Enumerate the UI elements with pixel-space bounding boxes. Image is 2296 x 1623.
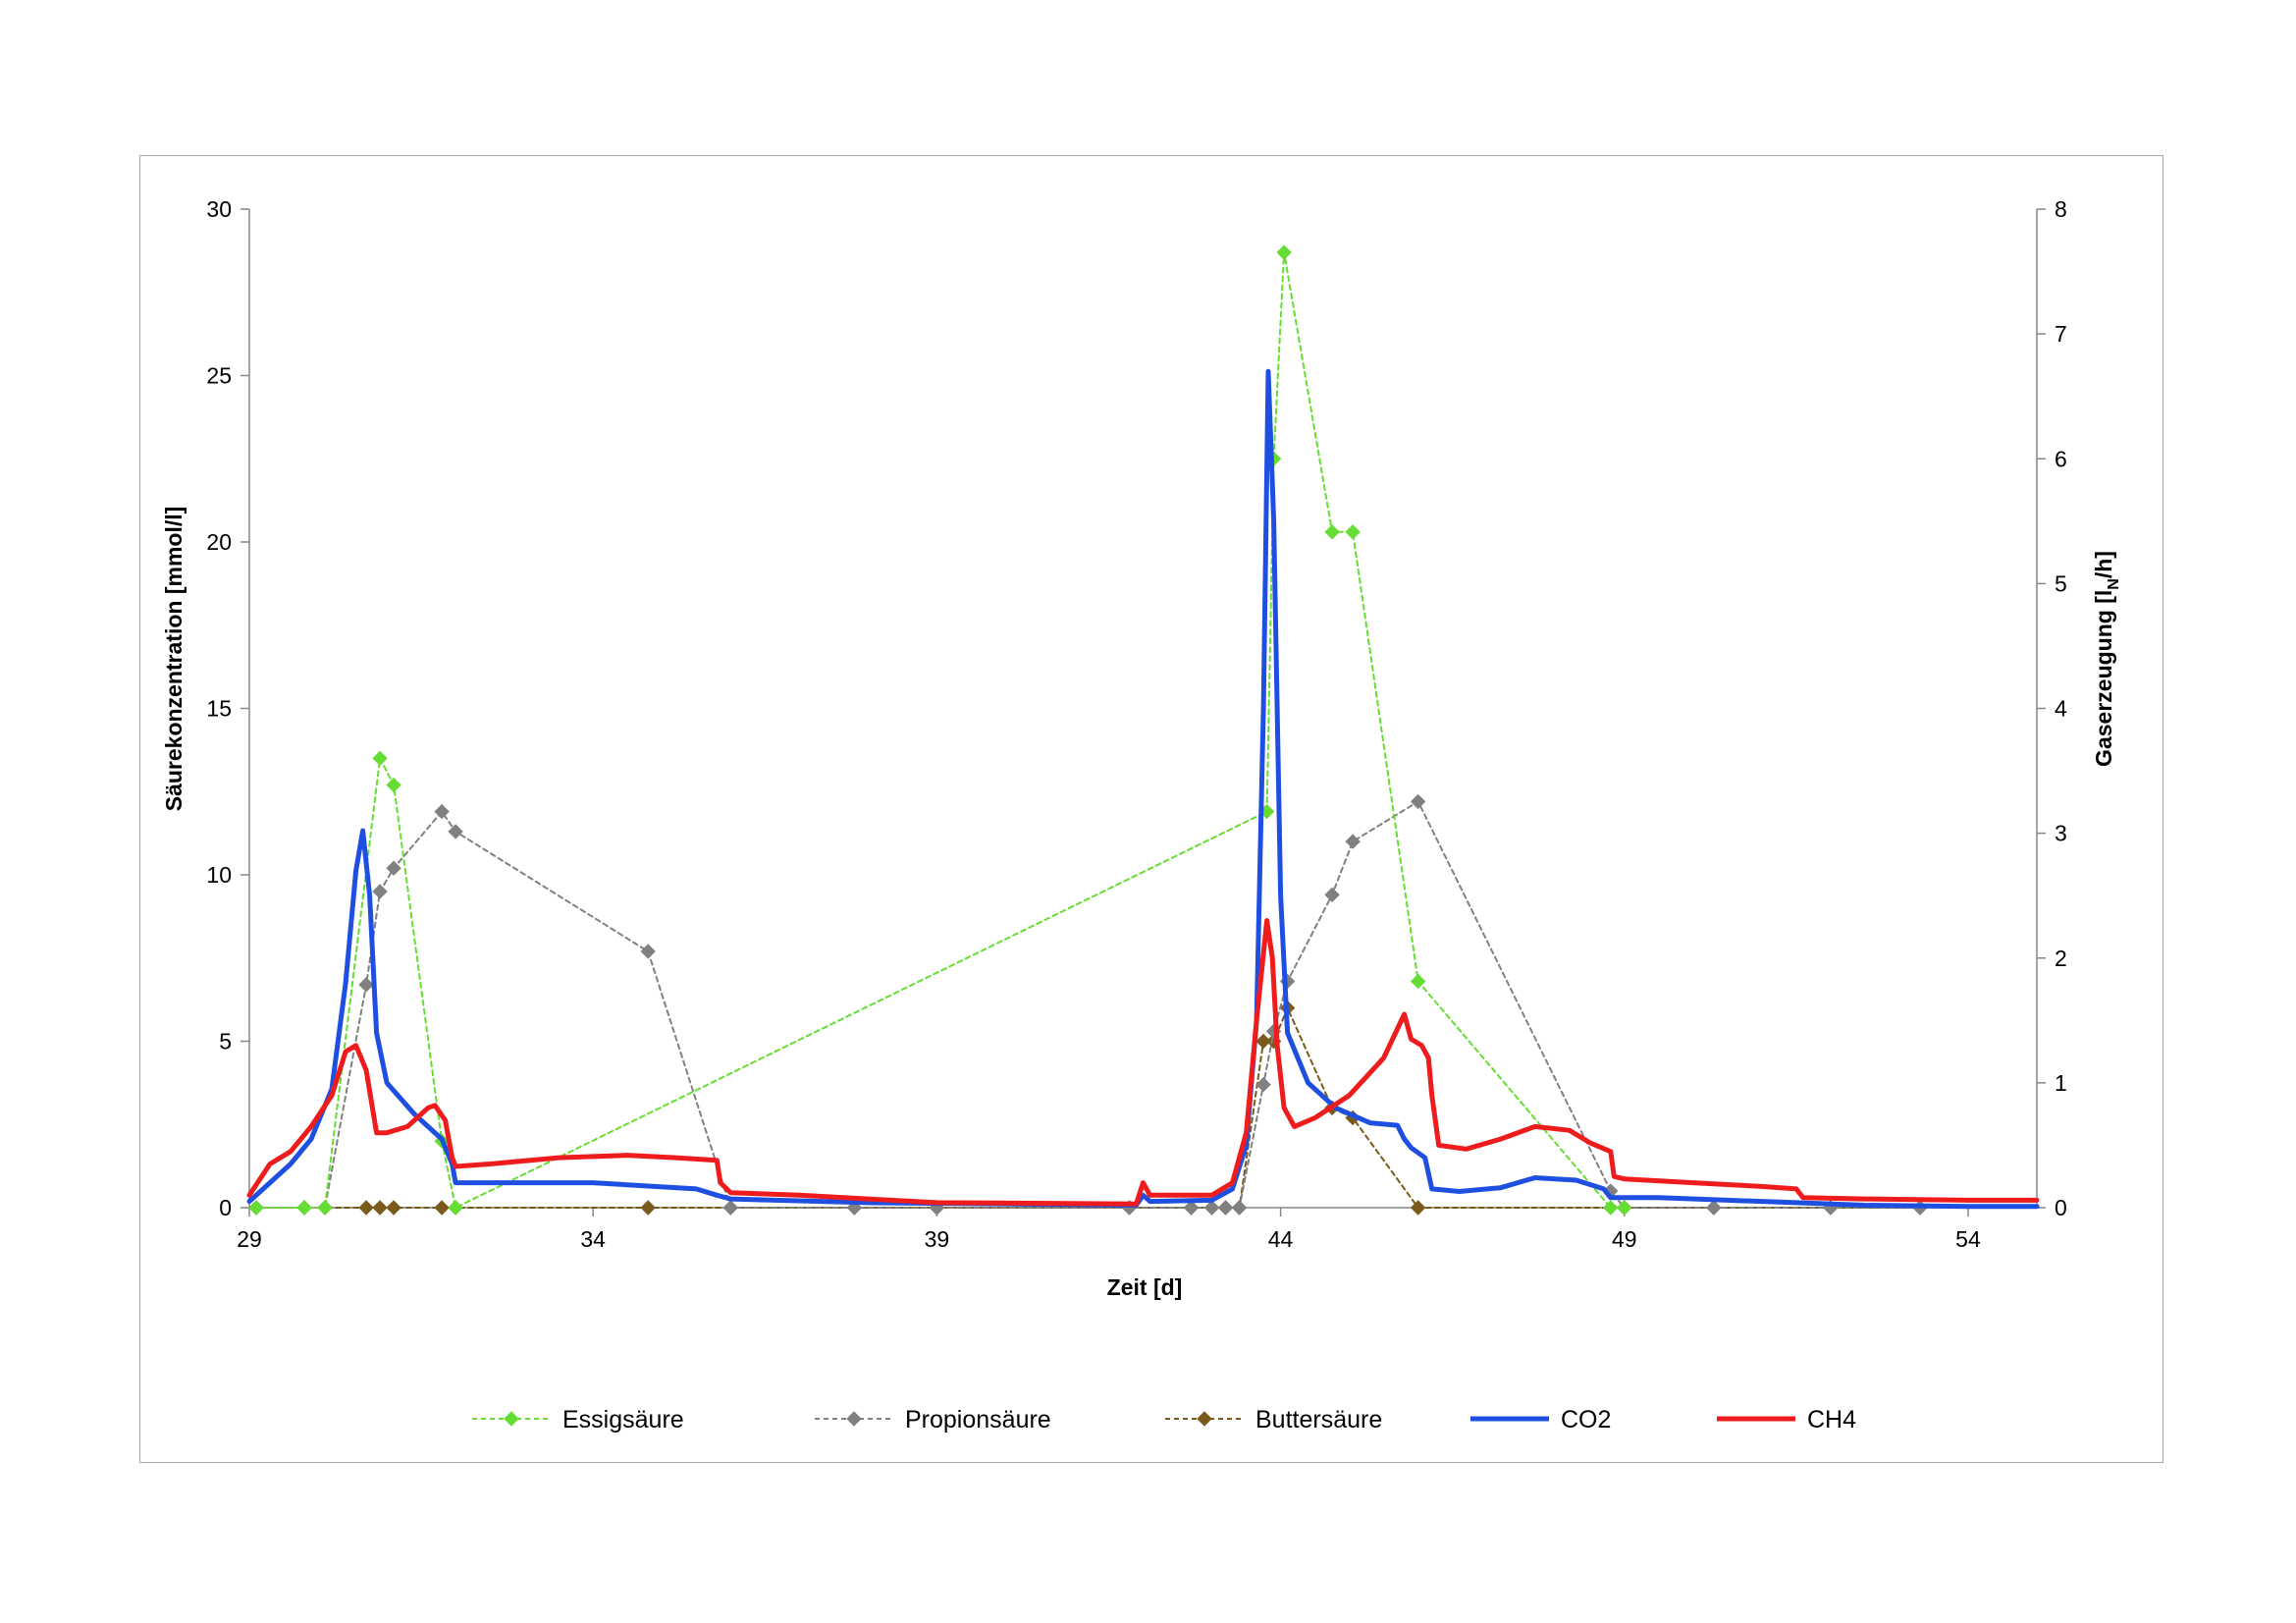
data-point-essigs-ure [372, 750, 388, 767]
y-right-tick-label: 7 [2055, 321, 2067, 347]
series-line-essigs-ure [255, 251, 1626, 1209]
legend-item-essigs-ure: Essigsäure [472, 1406, 684, 1434]
y-left-tick-label: 15 [206, 696, 232, 722]
data-point-essigs-ure [248, 1200, 264, 1216]
data-point-propions-ure [1255, 1076, 1271, 1093]
data-point-propions-ure [1203, 1200, 1220, 1216]
data-point-propions-ure [372, 884, 388, 899]
legend-item-co2: CO2 [1470, 1406, 1611, 1434]
data-point-propions-ure [1410, 793, 1426, 810]
y-left-tick-label: 25 [206, 363, 232, 389]
legend-item-propions-ure: Propionsäure [815, 1406, 1051, 1434]
x-tick-label: 54 [1955, 1226, 1981, 1252]
data-point-butters-ure [372, 1200, 388, 1216]
x-tick-label: 49 [1612, 1226, 1637, 1252]
legend-label-co2: CO2 [1561, 1406, 1611, 1434]
x-tick-label: 29 [237, 1226, 262, 1252]
data-point-propions-ure [358, 977, 374, 993]
y-right-tick-label: 8 [2055, 196, 2067, 222]
legend-label-propions-ure: Propionsäure [905, 1406, 1051, 1434]
y-right-tick-label: 0 [2055, 1195, 2067, 1220]
y-axis-right-title: Gaserzeugung [lN/h] [2091, 551, 2122, 767]
series-propions-ure [248, 793, 1928, 1216]
data-point-essigs-ure [317, 1200, 333, 1216]
data-point-essigs-ure [448, 1200, 463, 1216]
data-point-essigs-ure [1276, 244, 1292, 260]
data-point-butters-ure [358, 1200, 374, 1216]
y-left-tick-label: 30 [206, 196, 232, 222]
legend-marker-essigs-ure [504, 1411, 519, 1427]
data-point-essigs-ure [1617, 1200, 1632, 1216]
data-point-propions-ure [1231, 1200, 1248, 1216]
legend-item-butters-ure: Buttersäure [1165, 1406, 1382, 1434]
chart-frame: 29 34 39 44 49 54 0 5 10 15 20 25 30 0 1 2 3 4 5 6 7 8 Zeit [… [139, 155, 2163, 1463]
series-essigs-ure [248, 244, 1632, 1216]
data-point-propions-ure [434, 803, 450, 820]
axes [240, 208, 2046, 1217]
data-point-essigs-ure [1410, 973, 1426, 990]
x-tick-label: 39 [925, 1226, 950, 1252]
x-tick-label: 44 [1268, 1226, 1294, 1252]
y-left-tick-label: 0 [219, 1195, 232, 1220]
data-point-essigs-ure [1603, 1200, 1619, 1216]
data-point-essigs-ure [1324, 524, 1340, 540]
y-right-tick-label: 2 [2055, 946, 2067, 971]
series-line-ch4 [246, 918, 2040, 1207]
data-point-butters-ure [434, 1200, 450, 1216]
legend: Essigsäure Propionsäure Buttersäure CO2 CH4 [472, 1406, 1856, 1434]
y-axis-right-title-part1: Gaserzeugung [l [2091, 590, 2116, 767]
y-right-tick-label: 3 [2055, 821, 2067, 846]
data-point-propions-ure [1706, 1200, 1722, 1216]
y-right-tick-label: 4 [2055, 696, 2067, 722]
data-point-propions-ure [1345, 834, 1361, 849]
series-ch4 [246, 918, 2040, 1207]
series-line-propions-ure [255, 800, 1921, 1209]
data-point-propions-ure [448, 824, 463, 839]
y-right-tick-label: 1 [2055, 1070, 2067, 1096]
data-point-essigs-ure [1345, 524, 1361, 540]
y-right-tick-label: 6 [2055, 446, 2067, 471]
plot-area [246, 244, 2040, 1216]
y-right-tick-label: 5 [2055, 570, 2067, 596]
legend-item-ch4: CH4 [1717, 1406, 1856, 1434]
legend-label-ch4: CH4 [1807, 1406, 1856, 1434]
data-point-propions-ure [386, 860, 401, 876]
data-point-butters-ure [386, 1200, 401, 1216]
legend-label-butters-ure: Buttersäure [1255, 1406, 1382, 1434]
data-point-butters-ure [1255, 1033, 1271, 1050]
y-left-tick-label: 20 [206, 529, 232, 555]
y-axis-right-title-sub: N [2106, 578, 2122, 590]
data-point-propions-ure [1217, 1200, 1234, 1216]
x-tick-label: 34 [580, 1226, 606, 1252]
data-point-butters-ure [640, 1200, 656, 1216]
data-point-essigs-ure [296, 1200, 312, 1216]
legend-marker-propions-ure [846, 1411, 862, 1427]
legend-label-essigs-ure: Essigsäure [562, 1406, 684, 1434]
y-left-tick-label: 10 [206, 862, 232, 888]
data-point-propions-ure [722, 1200, 738, 1216]
y-axis-right-title-part3: /h] [2091, 551, 2116, 578]
y-left-tick-label: 5 [219, 1029, 232, 1055]
data-point-propions-ure [1183, 1200, 1200, 1216]
data-point-propions-ure [640, 944, 656, 959]
y-axis-left-title: Säurekonzentration [mmol/l] [161, 507, 187, 812]
legend-marker-butters-ure [1197, 1411, 1212, 1427]
series-co2 [246, 368, 2040, 1210]
data-point-butters-ure [1410, 1200, 1426, 1216]
series-line-co2 [246, 368, 2040, 1210]
series-line-butters-ure [255, 1006, 1921, 1209]
data-point-essigs-ure [386, 777, 401, 793]
x-axis-title: Zeit [d] [1107, 1274, 1183, 1300]
data-point-propions-ure [1324, 887, 1340, 903]
